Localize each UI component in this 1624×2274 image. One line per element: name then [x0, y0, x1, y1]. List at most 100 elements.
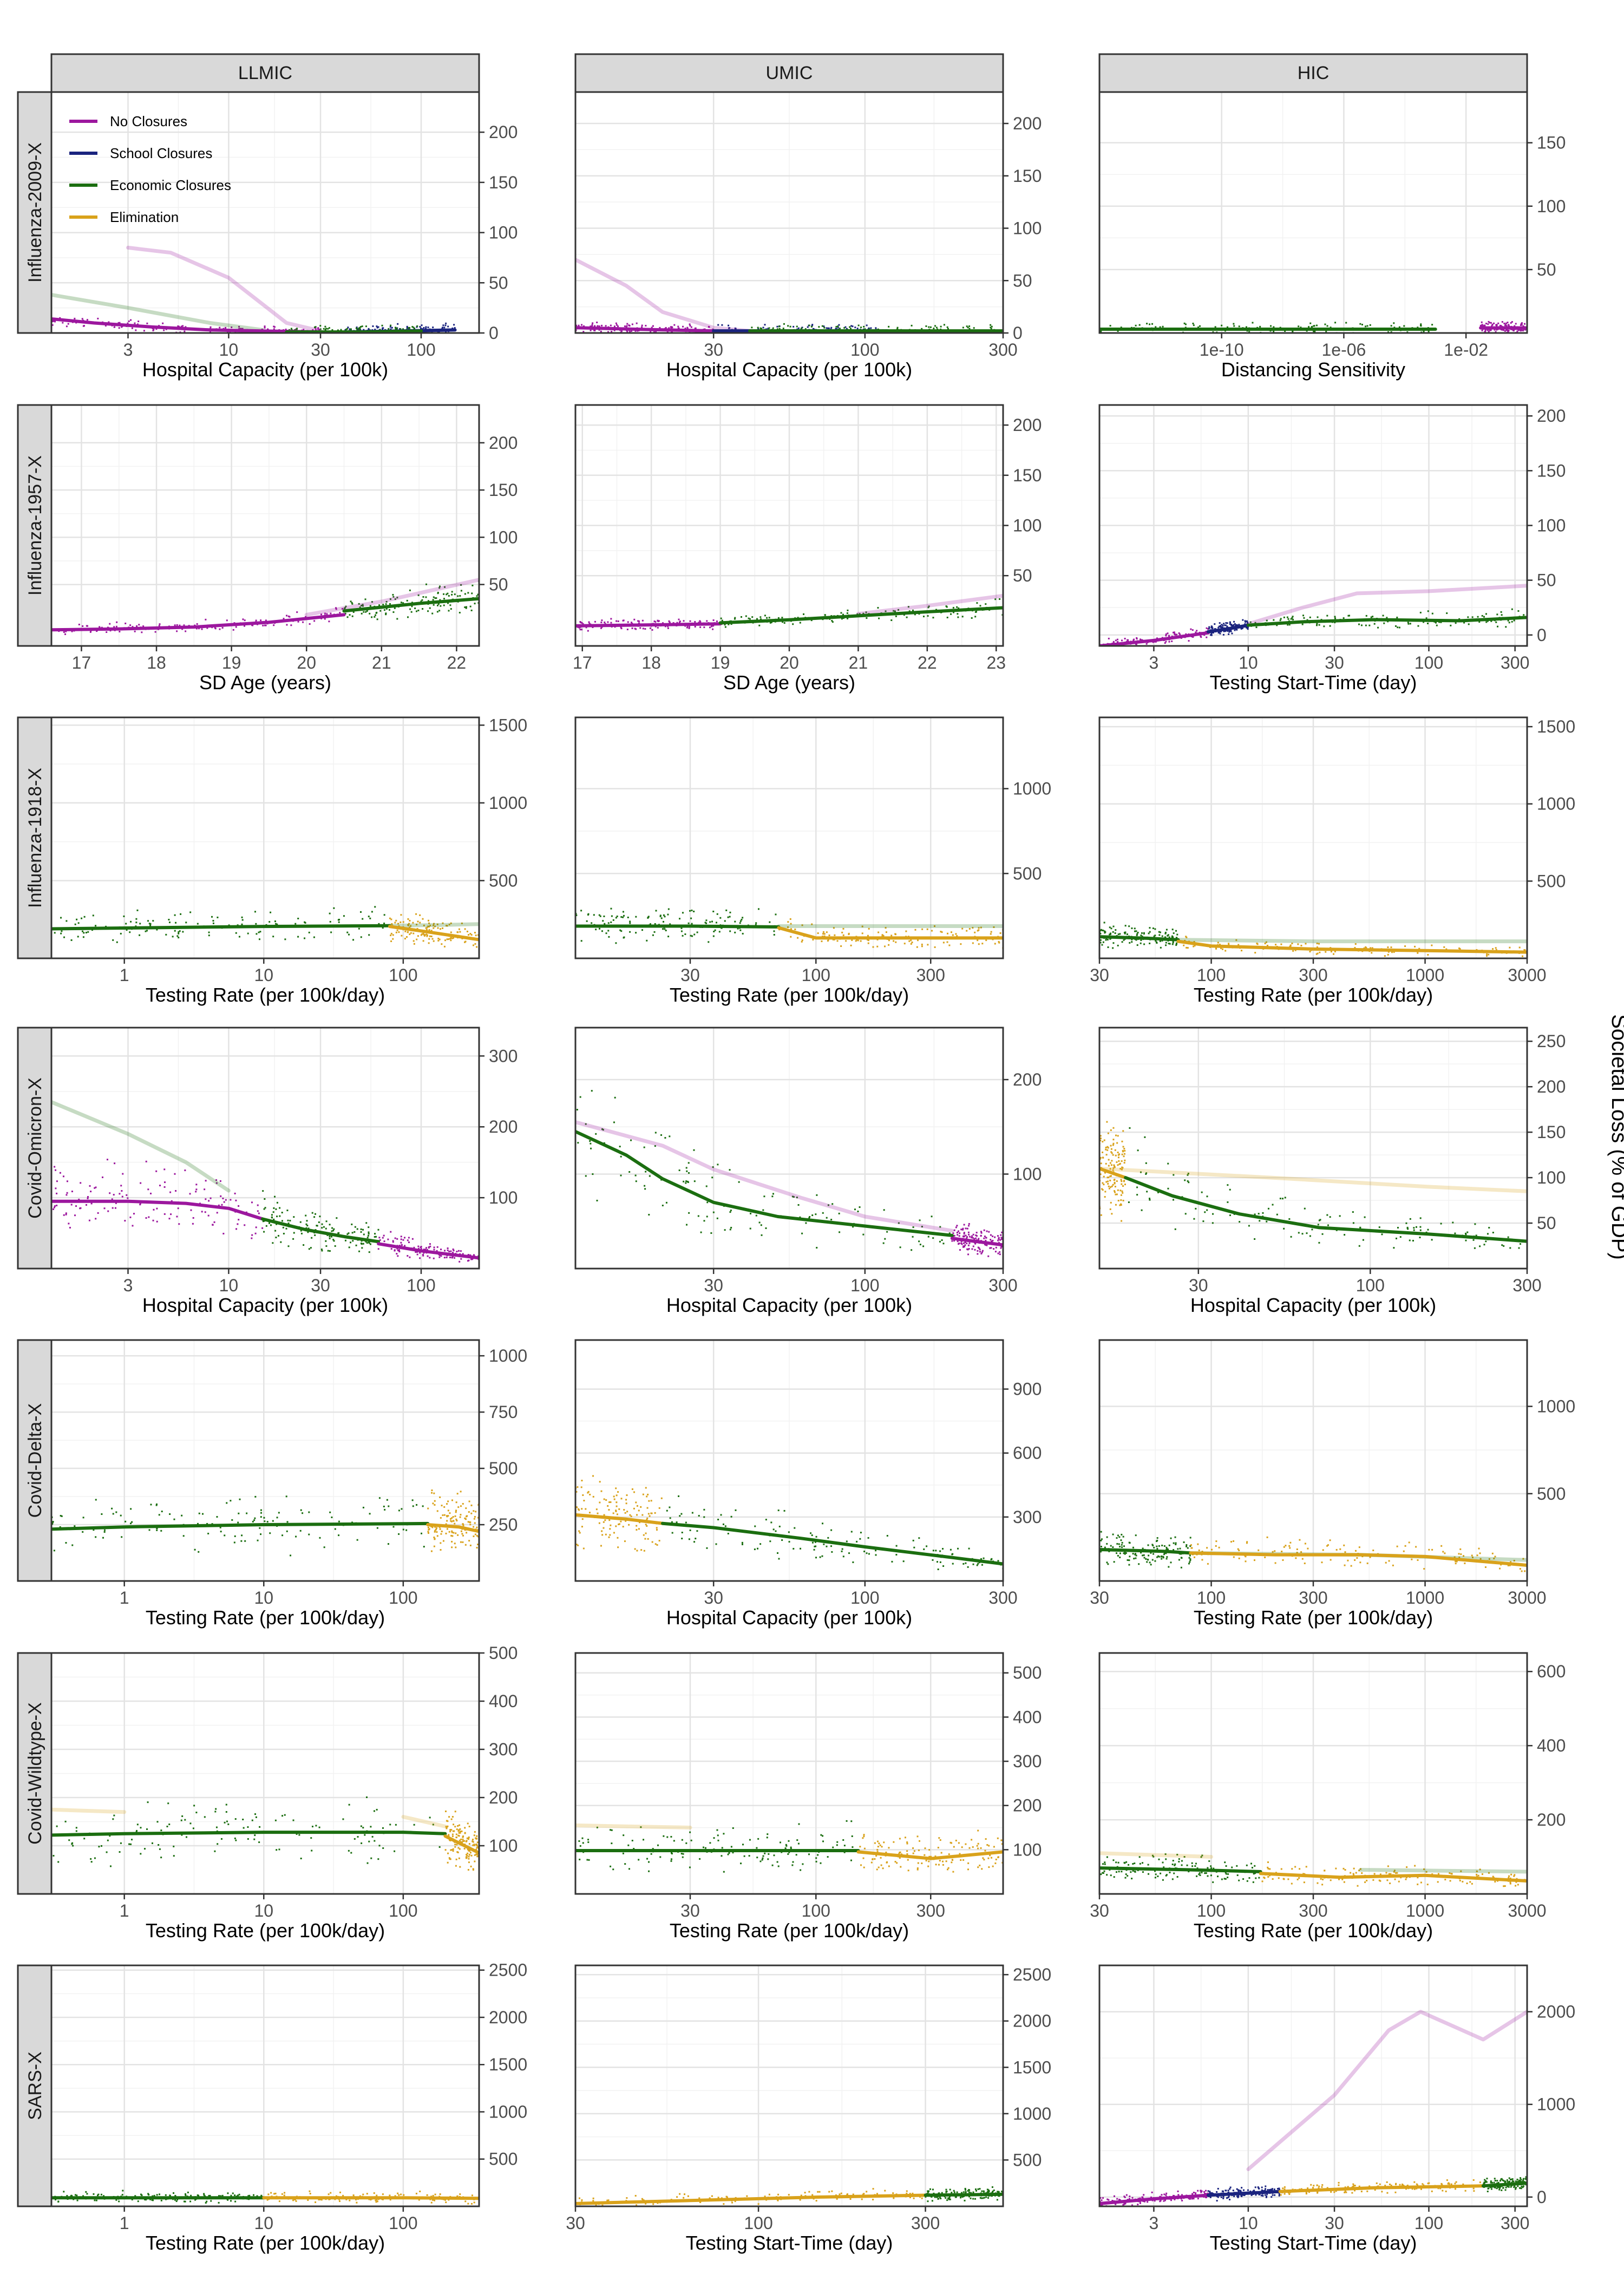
- scatter-point: [260, 1516, 262, 1518]
- scatter-point: [129, 931, 131, 933]
- scatter-point: [1258, 1213, 1260, 1215]
- scatter-point: [1326, 325, 1328, 327]
- scatter-point: [114, 1207, 116, 1209]
- scatter-point: [956, 935, 958, 937]
- scatter-point: [1161, 939, 1163, 942]
- scatter-point: [638, 1510, 640, 1512]
- scatter-point: [837, 325, 839, 328]
- scatter-point: [1210, 633, 1213, 635]
- scatter-point: [94, 1187, 96, 1189]
- y-tick-label: 150: [489, 480, 518, 500]
- scatter-point: [577, 1486, 579, 1488]
- scatter-point: [762, 326, 764, 329]
- scatter-point: [885, 927, 887, 929]
- scatter-point: [254, 1517, 256, 1519]
- scatter-point: [1103, 1184, 1105, 1186]
- scatter-point: [427, 1255, 429, 1257]
- scatter-point: [697, 1215, 699, 1217]
- scatter-point: [119, 1193, 121, 1195]
- scatter-point: [613, 329, 615, 331]
- scatter-point: [341, 607, 343, 610]
- scatter-point: [383, 914, 385, 916]
- scatter-point: [297, 334, 298, 335]
- scatter-point: [635, 1501, 637, 1504]
- scatter-point: [64, 633, 67, 635]
- scatter-point: [437, 592, 439, 594]
- scatter-point: [71, 630, 73, 632]
- scatter-point: [390, 1231, 392, 1233]
- scatter-point: [459, 1516, 461, 1518]
- scatter-point: [576, 1506, 578, 1508]
- scatter-point: [1292, 950, 1294, 952]
- scatter-point: [1117, 1189, 1119, 1191]
- scatter-point: [1409, 623, 1411, 625]
- scatter-point: [442, 324, 444, 326]
- scatter-point: [1500, 325, 1502, 327]
- scatter-point: [604, 621, 606, 623]
- scatter-point: [811, 1534, 813, 1537]
- scatter-point: [392, 938, 394, 940]
- scatter-point: [615, 917, 617, 919]
- scatter-point: [910, 943, 912, 945]
- scatter-point: [161, 1511, 163, 1513]
- x-tick-label: 20: [780, 653, 799, 672]
- scatter-point: [1414, 945, 1416, 948]
- scatter-point: [377, 326, 379, 328]
- scatter-point: [426, 1249, 428, 1251]
- scatter-point: [103, 1529, 106, 1531]
- scatter-point: [761, 1234, 763, 1236]
- scatter-point: [1233, 624, 1235, 626]
- scatter-point: [323, 1546, 325, 1548]
- scatter-point: [1283, 1227, 1285, 1230]
- scatter-point: [811, 1214, 814, 1217]
- scatter-point: [1186, 936, 1188, 938]
- y-tick-label: 100: [489, 223, 518, 243]
- scatter-point: [356, 326, 358, 329]
- scatter-point: [1193, 941, 1195, 943]
- x-axis-title: Testing Rate (per 100k/day): [146, 1606, 385, 1629]
- scatter-point: [446, 1528, 448, 1530]
- scatter-point: [1206, 1209, 1208, 1211]
- scatter-point: [425, 933, 428, 936]
- scatter-point: [868, 327, 870, 329]
- scatter-point: [189, 1193, 191, 1195]
- scatter-point: [866, 324, 868, 326]
- scatter-point: [1112, 1127, 1115, 1129]
- scatter-point: [704, 922, 706, 924]
- scatter-point: [840, 335, 841, 336]
- smooth-curve-faint: [575, 1120, 954, 1233]
- scatter-point: [823, 325, 825, 328]
- scatter-point: [237, 1223, 239, 1225]
- scatter-point: [683, 620, 685, 622]
- scatter-point: [389, 326, 391, 328]
- scatter-point: [156, 1503, 158, 1505]
- scatter-point: [253, 1519, 256, 1521]
- scatter-point: [998, 1241, 1000, 1244]
- x-tick-label: 300: [1512, 1276, 1541, 1295]
- scatter-point: [396, 1238, 398, 1240]
- scatter-point: [1325, 951, 1327, 953]
- x-tick-label: 23: [986, 653, 1006, 672]
- scatter-point: [1173, 1199, 1175, 1201]
- scatter-point: [462, 1502, 464, 1505]
- scatter-point: [53, 320, 55, 322]
- smooth-curve-faint: [51, 293, 265, 332]
- scatter-point: [436, 1535, 438, 1537]
- scatter-point: [368, 328, 370, 330]
- scatter-point: [470, 1504, 473, 1506]
- scatter-point: [715, 1543, 717, 1545]
- scatter-point: [160, 1530, 162, 1532]
- scatter-point: [455, 1501, 457, 1504]
- scatter-point: [1100, 1162, 1102, 1165]
- scatter-point: [734, 618, 736, 620]
- scatter-point: [450, 1534, 453, 1537]
- scatter-point: [778, 1558, 780, 1560]
- scatter-point: [730, 1515, 732, 1518]
- scatter-point: [375, 614, 377, 616]
- scatter-point: [1235, 628, 1237, 630]
- scatter-point: [946, 941, 948, 943]
- scatter-point: [420, 328, 422, 330]
- scatter-point: [361, 325, 363, 328]
- scatter-point: [452, 1516, 454, 1518]
- scatter-point: [710, 1232, 712, 1234]
